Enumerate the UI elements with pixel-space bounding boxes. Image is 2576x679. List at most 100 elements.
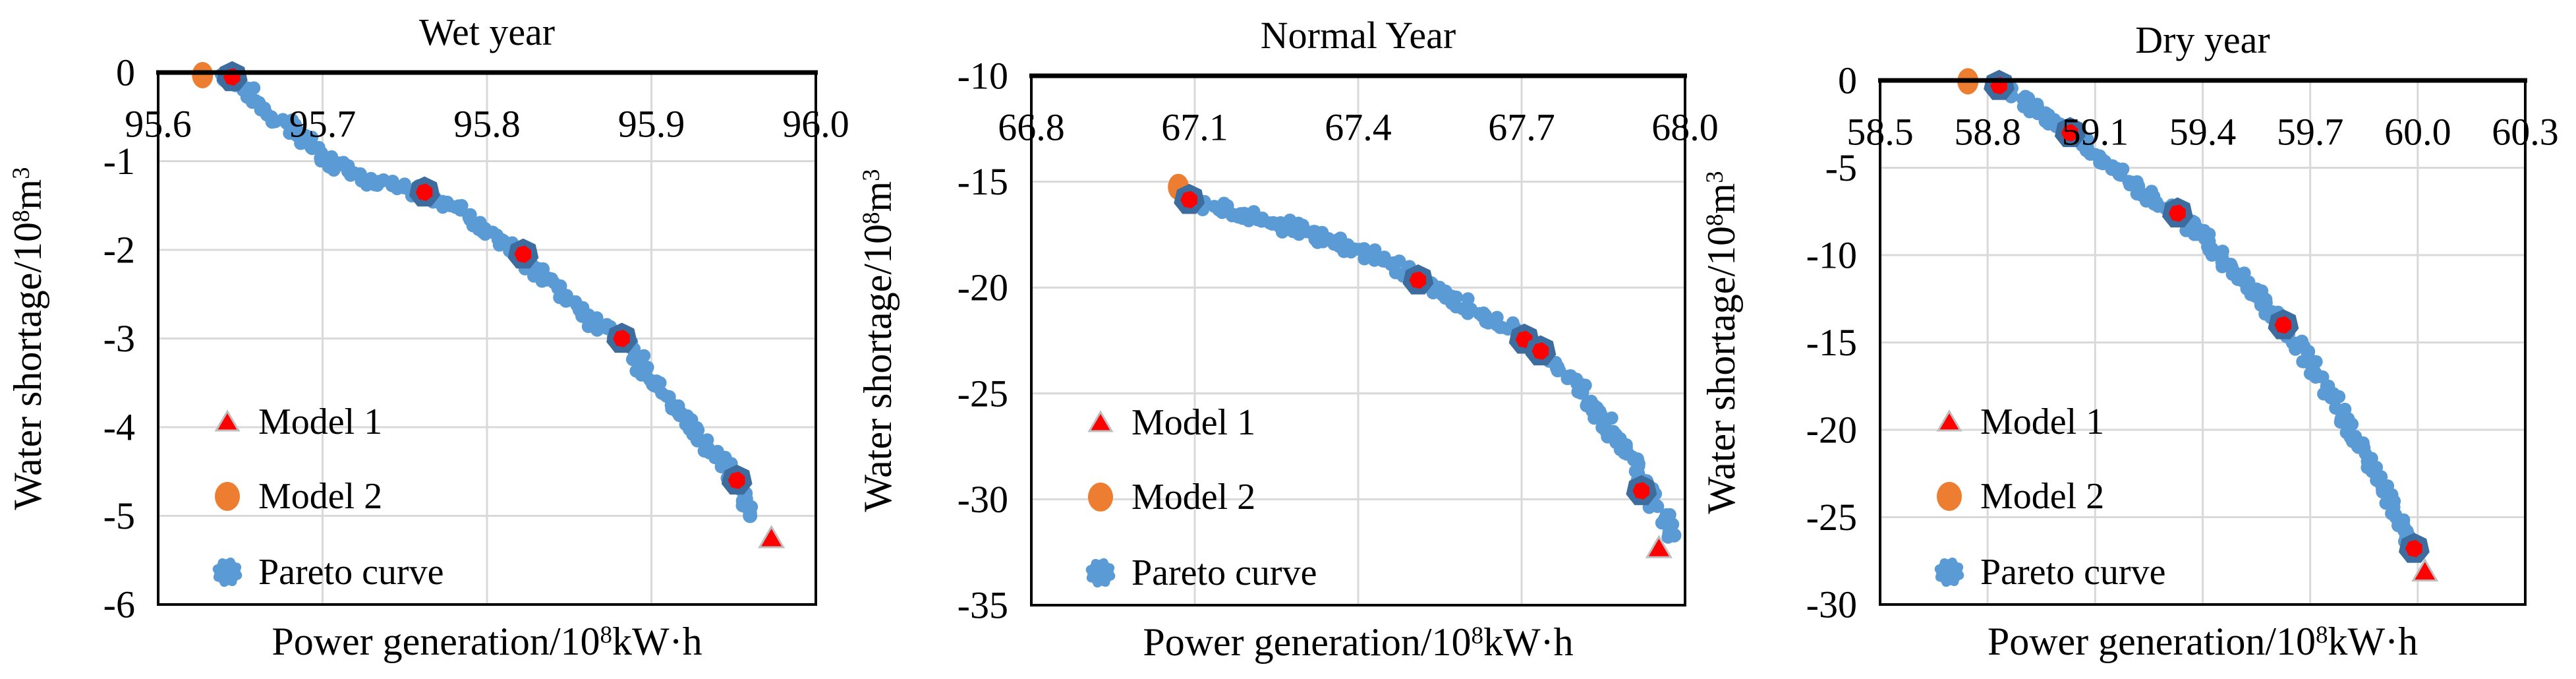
model1-marker (758, 525, 786, 548)
model1-marker (1645, 535, 1673, 558)
legend-pareto-dot-icon (1935, 572, 1945, 582)
legend-label: Model 1 (258, 401, 382, 442)
y-tick-label: 0 (1838, 59, 1857, 102)
legend-pareto-dot-icon (1955, 570, 1964, 580)
legend-model2-circle-icon (1088, 483, 1113, 512)
highlight-core (415, 183, 433, 201)
x-tick-labels: 95.6 95.7 95.8 95.9 96.0 (125, 103, 849, 146)
y-tick-labels: 0 -5 -10 -15 -20 -25 -30 (1806, 59, 1857, 626)
highlight-core (2274, 316, 2292, 334)
legend: Model 1 Model 2 Pareto curve (212, 401, 444, 593)
pareto-point (1493, 320, 1507, 334)
x-tick-label: 96.0 (782, 103, 849, 146)
y-tick-label: -5 (103, 494, 135, 537)
y-tick-label: -10 (958, 55, 1008, 98)
legend-pareto-dot-icon (1093, 578, 1102, 588)
legend-pareto-dot-icon (1101, 577, 1110, 587)
y-tick-labels: 0 -1 -2 -3 -4 -5 -6 (103, 51, 135, 626)
legend-label: Model 2 (258, 476, 382, 517)
legend-pareto-dot-icon (213, 572, 223, 582)
highlight-core (1632, 482, 1650, 500)
pareto-point (2357, 441, 2371, 455)
y-tick-label: -1 (103, 140, 135, 183)
y-tick-label: -30 (958, 478, 1008, 521)
chart-dry-year: 58.5 58.8 59.1 59.4 59.7 60.0 60.3 0 -5 -10 -15 -20… (1700, 18, 2559, 663)
pareto-point (1551, 360, 1565, 374)
pareto-point (462, 208, 476, 222)
x-tick-label: 95.6 (125, 103, 192, 146)
x-tick-label: 68.0 (1651, 106, 1719, 149)
chart-title: Normal Year (1261, 14, 1456, 57)
highlight-core (2168, 204, 2186, 222)
y-tick-label: -35 (958, 584, 1008, 627)
pareto-point (455, 198, 469, 212)
y-tick-label: -4 (103, 406, 135, 449)
chart-normal-year: 66.8 67.1 67.4 67.7 68.0 -10 -15 -20 -25 -30 -35 No… (856, 14, 1719, 664)
legend-pareto-dot-icon (1099, 558, 1108, 568)
pareto-point (1446, 289, 1460, 303)
highlight-core (2405, 540, 2422, 558)
legend-pareto-dot-icon (1934, 564, 1944, 574)
x-tick-label: 58.5 (1846, 111, 1914, 154)
y-tick-label: -6 (103, 583, 135, 626)
highlight-core (1531, 342, 1549, 360)
pareto-highlight-markers (1174, 183, 1657, 506)
legend-model1-triangle-icon (1936, 409, 1962, 432)
y-tick-label: -10 (1806, 234, 1857, 277)
x-tick-label: 67.4 (1325, 106, 1392, 149)
x-tick-label: 95.7 (289, 103, 357, 146)
legend: Model 1 Model 2 Pareto curve (1934, 401, 2165, 593)
legend-label: Pareto curve (258, 552, 444, 593)
legend-pareto-dot-icon (225, 557, 235, 567)
x-tick-label: 60.3 (2492, 111, 2559, 154)
legend-pareto-dot-icon (233, 570, 243, 580)
legend-model1-triangle-icon (214, 409, 241, 432)
highlight-core (1409, 271, 1427, 289)
legend-label: Model 2 (1980, 476, 2104, 517)
legend-label: Model 1 (1131, 402, 1255, 443)
highlight-core (613, 330, 630, 347)
x-tick-label: 59.4 (2169, 111, 2237, 154)
x-tick-label: 59.1 (2062, 111, 2129, 154)
highlight-core (728, 471, 745, 489)
chart-wet-year: 95.6 95.7 95.8 95.9 96.0 0 -1 -2 -3 -4 -5 -6 Wet yea… (6, 11, 849, 663)
chart-title: Wet year (419, 11, 555, 53)
pareto-point (743, 508, 758, 523)
y-tick-label: -30 (1806, 583, 1857, 626)
y-tick-label: -2 (103, 229, 135, 272)
legend: Model 1 Model 2 Pareto curve (1085, 402, 1317, 593)
legend-pareto-dot-icon (217, 558, 227, 568)
y-tick-label: -5 (1825, 146, 1857, 189)
legend-pareto-dot-icon (1939, 558, 1949, 568)
legend-model2-circle-icon (215, 482, 240, 511)
pareto-point (495, 233, 509, 247)
legend-pareto-dot-icon (1947, 557, 1957, 567)
pareto-point (1316, 235, 1330, 249)
pareto-point (2314, 370, 2328, 384)
y-tick-label: 0 (116, 51, 135, 94)
x-tick-label: 95.8 (453, 103, 521, 146)
legend-pareto-dot-icon (232, 562, 242, 572)
y-tick-label: -15 (1806, 321, 1857, 364)
pareto-point (1667, 528, 1682, 543)
y-axis-label: Water shortage/108m3 (6, 167, 49, 510)
y-tick-labels: -10 -15 -20 -25 -30 -35 (958, 55, 1008, 627)
y-tick-label: -20 (1806, 409, 1857, 452)
legend-label: Pareto curve (1131, 552, 1317, 593)
y-axis-label: Water shortage/108m3 (1700, 171, 1743, 514)
pareto-point (2388, 494, 2401, 508)
pareto-point (590, 323, 604, 337)
pareto-point (1576, 386, 1589, 399)
y-tick-label: -25 (958, 372, 1008, 415)
pareto-point (1392, 254, 1406, 268)
pareto-highlight-markers (216, 61, 753, 495)
x-tick-labels: 66.8 67.1 67.4 67.7 68.0 (998, 106, 1719, 149)
x-tick-label: 95.9 (618, 103, 685, 146)
y-tick-label: -20 (958, 266, 1008, 309)
x-tick-label: 67.1 (1161, 106, 1228, 149)
legend-model1-triangle-icon (1087, 410, 1114, 432)
legend-pareto-dot-icon (212, 564, 222, 574)
highlight-core (514, 245, 532, 263)
x-axis-label: Power generation/108kW·h (1143, 620, 1573, 664)
legend-pareto-dot-icon (1086, 573, 1096, 583)
